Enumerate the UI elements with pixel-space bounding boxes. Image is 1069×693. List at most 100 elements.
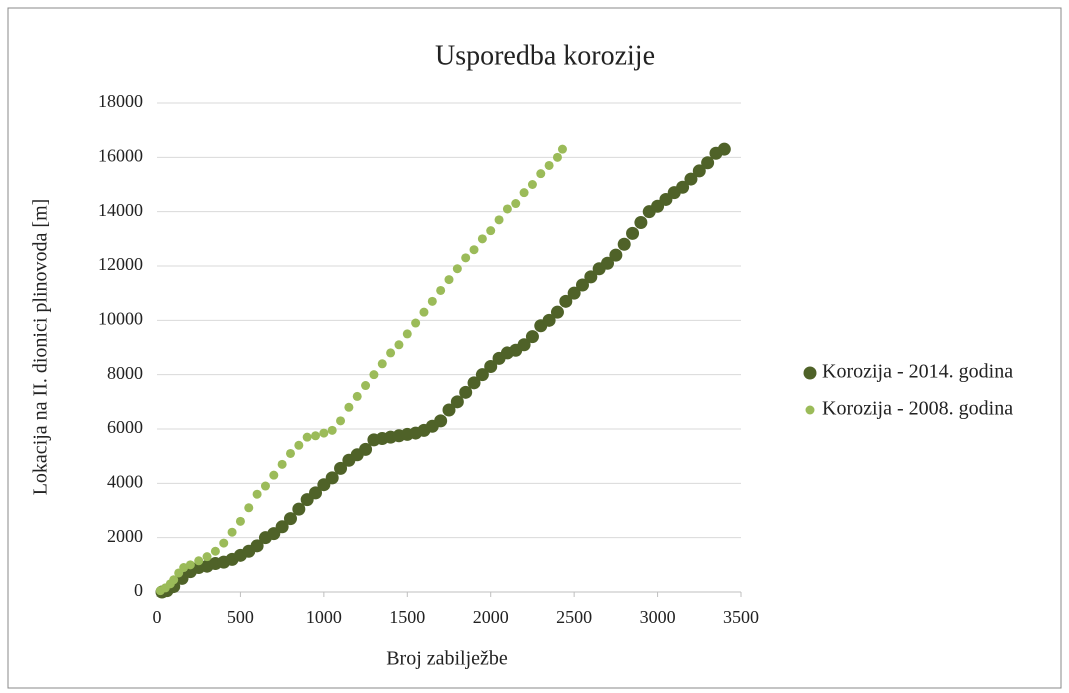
data-point [294, 440, 304, 450]
data-point [527, 180, 537, 189]
data-point [601, 256, 615, 270]
data-point [325, 471, 339, 485]
data-point [684, 172, 698, 186]
data-point [486, 226, 496, 236]
data-point [544, 160, 554, 170]
y-tick-label: 14000 [98, 200, 143, 220]
data-point [419, 307, 429, 317]
data-point [311, 431, 321, 441]
data-point [227, 527, 237, 537]
data-point [319, 428, 329, 438]
y-tick-label: 12000 [98, 254, 143, 274]
data-point [444, 275, 454, 285]
data-point [450, 395, 464, 409]
data-point [475, 368, 489, 382]
data-point [369, 370, 379, 380]
data-point [411, 318, 421, 328]
data-point [477, 234, 487, 244]
data-point [434, 414, 448, 428]
data-point [550, 305, 564, 319]
data-point [250, 539, 264, 553]
y-tick-label: 18000 [98, 91, 143, 111]
data-point [219, 538, 229, 548]
x-tick-label: 3500 [723, 607, 759, 627]
data-point [244, 503, 254, 513]
data-point [459, 385, 473, 399]
data-point [676, 180, 690, 194]
data-point [461, 253, 471, 263]
data-point [277, 459, 287, 469]
y-tick-label: 4000 [107, 471, 143, 491]
data-point [275, 520, 289, 534]
data-point [511, 199, 521, 209]
data-point [517, 338, 531, 352]
x-tick-label: 1000 [306, 607, 342, 627]
data-point [525, 330, 539, 344]
chart-title: Usporedba korozije [435, 40, 655, 71]
y-tick-label: 10000 [98, 308, 143, 328]
data-point [484, 360, 498, 374]
y-tick-label: 8000 [107, 363, 143, 383]
x-tick-label: 500 [227, 607, 254, 627]
data-point [169, 575, 179, 585]
data-point [436, 285, 446, 295]
x-axis-label: Broj zabilježbe [386, 648, 508, 670]
legend-label: Korozija - 2008. godina [822, 398, 1013, 420]
data-point [377, 359, 387, 369]
data-point [427, 296, 437, 306]
data-point [469, 245, 479, 255]
legend-label: Korozija - 2014. godina [822, 361, 1013, 383]
data-point [701, 156, 715, 170]
data-point [717, 142, 731, 156]
data-point [336, 416, 346, 426]
data-point [692, 164, 706, 178]
data-point [235, 516, 245, 526]
x-tick-label: 3000 [640, 607, 676, 627]
data-point [575, 278, 589, 292]
data-point [542, 313, 556, 327]
data-point [386, 348, 396, 358]
data-point [344, 402, 354, 412]
data-point [536, 169, 546, 179]
data-point [283, 512, 297, 526]
data-point [567, 286, 581, 300]
data-point [609, 248, 623, 262]
data-point [269, 470, 279, 480]
data-point [442, 403, 456, 417]
x-tick-label: 0 [153, 607, 162, 627]
data-point [292, 502, 306, 516]
data-point [559, 294, 573, 308]
data-point [394, 340, 404, 350]
x-tick-label: 1500 [389, 607, 425, 627]
data-point [185, 560, 195, 570]
data-point [557, 144, 567, 154]
data-point [519, 188, 529, 198]
y-tick-label: 6000 [107, 417, 143, 437]
y-tick-label: 2000 [107, 526, 143, 546]
data-point [202, 552, 212, 562]
data-point [194, 556, 204, 566]
data-point [260, 481, 270, 491]
y-tick-label: 0 [134, 580, 143, 600]
data-point [252, 489, 262, 499]
x-tick-label: 2500 [556, 607, 592, 627]
data-point [210, 546, 220, 556]
data-point [309, 486, 323, 500]
data-point [467, 376, 481, 390]
data-point [285, 448, 295, 458]
y-axis-label: Lokacija na II. dionici plinovoda [m] [30, 199, 52, 496]
x-tick-label: 2000 [473, 607, 509, 627]
data-point [359, 442, 373, 456]
data-point [626, 226, 640, 240]
data-point [302, 432, 312, 442]
data-point [327, 425, 337, 435]
data-point [494, 215, 504, 225]
data-point [352, 391, 362, 401]
y-tick-label: 16000 [98, 145, 143, 165]
data-point [361, 381, 371, 391]
legend-marker [803, 366, 817, 380]
legend-marker [805, 405, 815, 415]
data-point [334, 461, 348, 475]
data-point [552, 152, 562, 162]
